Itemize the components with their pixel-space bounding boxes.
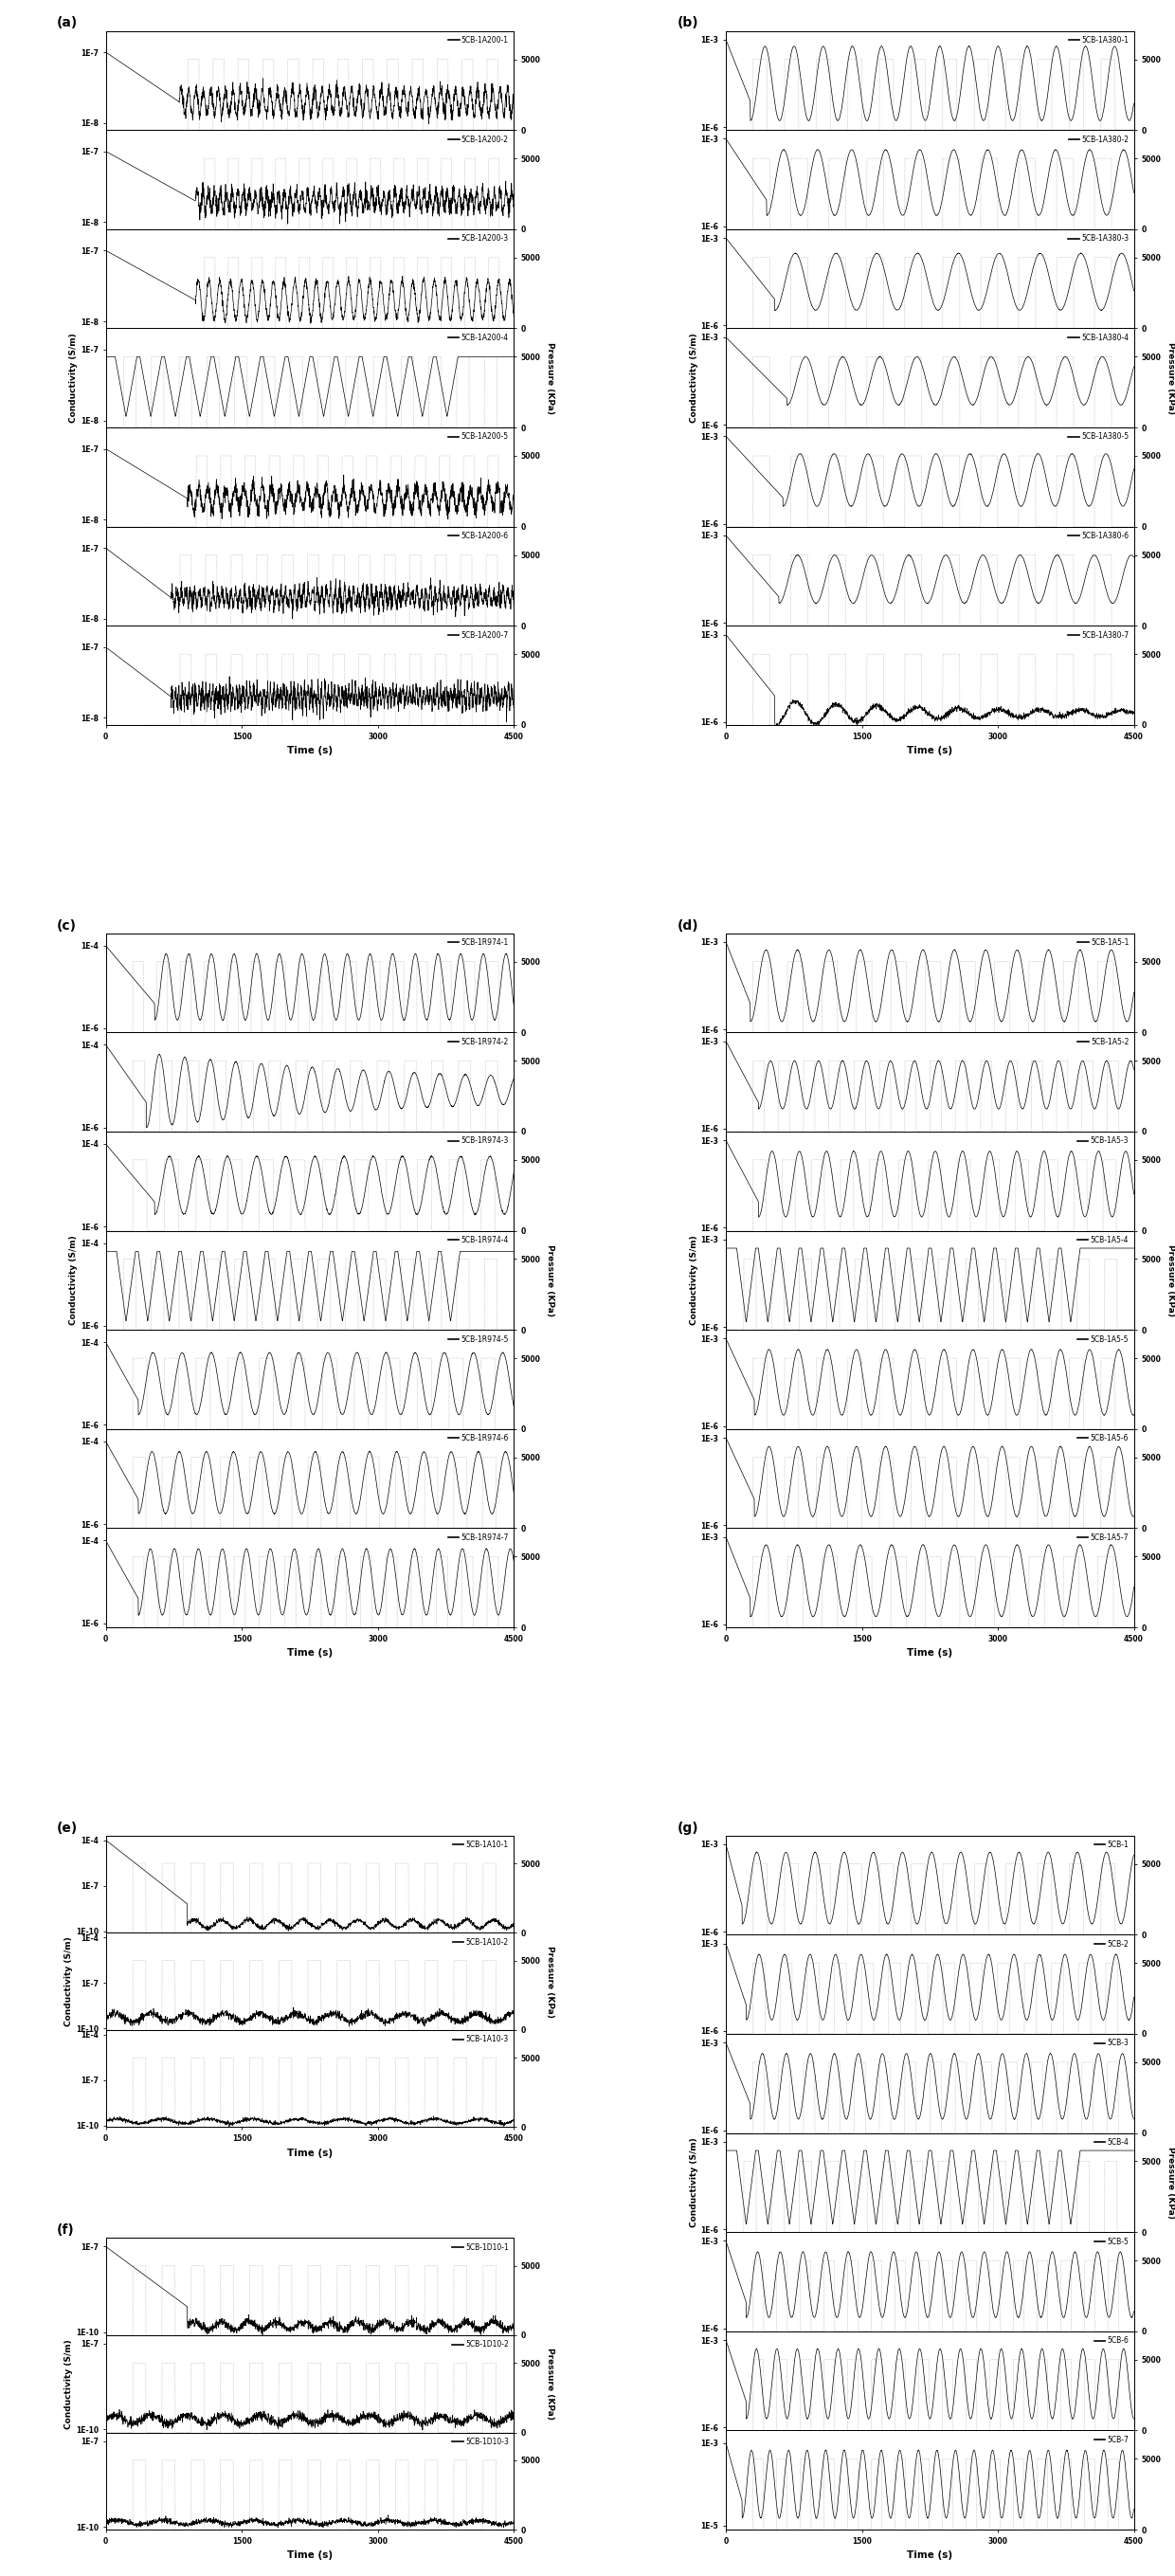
- X-axis label: Time (s): Time (s): [287, 747, 333, 755]
- Text: (f): (f): [56, 2223, 74, 2236]
- Legend: 5CB-1A200-1: 5CB-1A200-1: [446, 33, 510, 46]
- Legend: 5CB-1A5-4: 5CB-1A5-4: [1076, 1234, 1130, 1247]
- X-axis label: Time (s): Time (s): [907, 747, 953, 755]
- Text: (b): (b): [677, 15, 698, 31]
- X-axis label: Time (s): Time (s): [907, 1649, 953, 1659]
- Legend: 5CB-3: 5CB-3: [1093, 2038, 1130, 2048]
- Legend: 5CB-2: 5CB-2: [1093, 1937, 1130, 1950]
- Legend: 5CB-1A380-2: 5CB-1A380-2: [1067, 134, 1130, 144]
- Legend: 5CB-1R974-7: 5CB-1R974-7: [446, 1533, 510, 1543]
- Legend: 5CB-1A380-7: 5CB-1A380-7: [1067, 629, 1130, 641]
- Text: (e): (e): [56, 1821, 78, 1834]
- Legend: 5CB-1A200-6: 5CB-1A200-6: [446, 531, 510, 541]
- Legend: 5CB-7: 5CB-7: [1093, 2434, 1130, 2445]
- X-axis label: Time (s): Time (s): [287, 1649, 333, 1659]
- Legend: 5CB-1A200-7: 5CB-1A200-7: [446, 629, 510, 641]
- Y-axis label: Conductivity (S/m): Conductivity (S/m): [690, 2138, 698, 2228]
- Y-axis label: Conductivity (S/m): Conductivity (S/m): [69, 1236, 78, 1324]
- Y-axis label: Conductivity (S/m): Conductivity (S/m): [65, 1937, 73, 2027]
- Legend: 5CB-1A10-3: 5CB-1A10-3: [451, 2032, 510, 2045]
- Legend: 5CB-1A380-4: 5CB-1A380-4: [1067, 332, 1130, 343]
- Legend: 5CB-1D10-3: 5CB-1D10-3: [451, 2437, 510, 2447]
- X-axis label: Time (s): Time (s): [907, 2550, 953, 2561]
- X-axis label: Time (s): Time (s): [287, 2148, 333, 2159]
- Legend: 5CB-1A380-6: 5CB-1A380-6: [1067, 531, 1130, 541]
- Y-axis label: Conductivity (S/m): Conductivity (S/m): [690, 332, 698, 422]
- Legend: 5CB-1A5-2: 5CB-1A5-2: [1076, 1036, 1130, 1048]
- Legend: 5CB-1D10-1: 5CB-1D10-1: [451, 2241, 510, 2254]
- Text: (c): (c): [56, 920, 76, 933]
- Legend: 5CB-1A380-3: 5CB-1A380-3: [1067, 232, 1130, 245]
- Legend: 5CB-1R974-6: 5CB-1R974-6: [446, 1432, 510, 1445]
- Legend: 5CB-1: 5CB-1: [1093, 1839, 1130, 1850]
- Legend: 5CB-1R974-3: 5CB-1R974-3: [446, 1136, 510, 1146]
- Legend: 5CB-4: 5CB-4: [1093, 2136, 1130, 2148]
- Legend: 5CB-1A10-2: 5CB-1A10-2: [451, 1937, 510, 1947]
- Y-axis label: Pressure (KPa): Pressure (KPa): [1166, 1244, 1175, 1316]
- Legend: 5CB-1R974-5: 5CB-1R974-5: [446, 1334, 510, 1345]
- X-axis label: Time (s): Time (s): [287, 2550, 333, 2561]
- Legend: 5CB-1R974-4: 5CB-1R974-4: [446, 1234, 510, 1247]
- Legend: 5CB-1A200-2: 5CB-1A200-2: [446, 134, 510, 144]
- Text: (a): (a): [56, 15, 78, 31]
- Legend: 5CB-1A380-1: 5CB-1A380-1: [1067, 33, 1130, 46]
- Legend: 5CB-5: 5CB-5: [1093, 2236, 1130, 2246]
- Legend: 5CB-1D10-2: 5CB-1D10-2: [451, 2339, 510, 2349]
- Legend: 5CB-1R974-2: 5CB-1R974-2: [446, 1036, 510, 1048]
- Legend: 5CB-1A5-3: 5CB-1A5-3: [1076, 1136, 1130, 1146]
- Legend: 5CB-1A10-1: 5CB-1A10-1: [451, 1839, 510, 1850]
- Text: (d): (d): [677, 920, 698, 933]
- Legend: 5CB-1A200-3: 5CB-1A200-3: [446, 232, 510, 245]
- Text: (g): (g): [677, 1821, 698, 1834]
- Y-axis label: Pressure (KPa): Pressure (KPa): [546, 1945, 555, 2017]
- Y-axis label: Pressure (KPa): Pressure (KPa): [1166, 2146, 1175, 2218]
- Y-axis label: Conductivity (S/m): Conductivity (S/m): [65, 2339, 73, 2429]
- Legend: 5CB-1R974-1: 5CB-1R974-1: [446, 938, 510, 948]
- Legend: 5CB-1A380-5: 5CB-1A380-5: [1067, 430, 1130, 443]
- Legend: 5CB-1A5-7: 5CB-1A5-7: [1076, 1533, 1130, 1543]
- Y-axis label: Pressure (KPa): Pressure (KPa): [546, 343, 555, 415]
- Legend: 5CB-1A200-5: 5CB-1A200-5: [446, 430, 510, 443]
- Y-axis label: Pressure (KPa): Pressure (KPa): [1166, 343, 1175, 415]
- Y-axis label: Pressure (KPa): Pressure (KPa): [546, 1244, 555, 1316]
- Y-axis label: Pressure (KPa): Pressure (KPa): [546, 2347, 555, 2419]
- Legend: 5CB-1A200-4: 5CB-1A200-4: [446, 332, 510, 343]
- Legend: 5CB-6: 5CB-6: [1093, 2334, 1130, 2347]
- Y-axis label: Conductivity (S/m): Conductivity (S/m): [690, 1236, 698, 1324]
- Y-axis label: Conductivity (S/m): Conductivity (S/m): [69, 332, 78, 422]
- Legend: 5CB-1A5-1: 5CB-1A5-1: [1076, 938, 1130, 948]
- Legend: 5CB-1A5-6: 5CB-1A5-6: [1076, 1432, 1130, 1445]
- Legend: 5CB-1A5-5: 5CB-1A5-5: [1076, 1334, 1130, 1345]
